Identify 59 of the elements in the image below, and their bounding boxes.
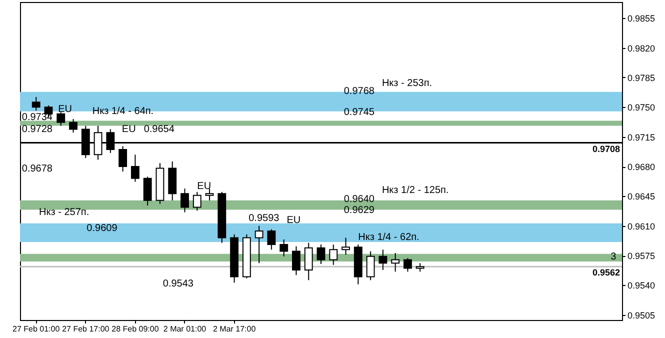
annotation: 0.9728 bbox=[22, 124, 53, 135]
y-tick-label: 0.9680 bbox=[628, 162, 656, 172]
candlestick bbox=[56, 112, 66, 126]
ref-line-label: 0.9708 bbox=[592, 144, 620, 154]
candlestick bbox=[403, 258, 412, 272]
candlestick bbox=[118, 146, 128, 172]
candlestick bbox=[143, 176, 152, 206]
candlestick bbox=[32, 96, 40, 112]
annotation: 0.9654 bbox=[144, 124, 175, 135]
candlestick bbox=[304, 242, 313, 281]
annotation: Нкз 1/4 - 62п. bbox=[358, 232, 420, 243]
x-tick-label: 2 Mar 17:00 bbox=[212, 324, 256, 334]
y-tick-label: 0.9715 bbox=[628, 132, 656, 142]
annotation: EU bbox=[58, 104, 72, 115]
candlestick bbox=[366, 250, 375, 281]
y-tick-label: 0.9820 bbox=[628, 43, 656, 54]
candlestick bbox=[130, 154, 140, 182]
x-tick-label: 27 Feb 01:00 bbox=[12, 324, 60, 334]
y-tick-label: 0.9750 bbox=[628, 102, 656, 113]
annotation: 0.9593 bbox=[248, 212, 280, 224]
x-tick-label: 28 Feb 09:00 bbox=[112, 324, 160, 334]
candlestick bbox=[205, 188, 214, 201]
ref-line-label: 0.9562 bbox=[592, 268, 620, 278]
y-tick-label: 0.9505 bbox=[628, 310, 656, 320]
candlestick bbox=[329, 244, 338, 266]
x-tick-label: 27 Feb 17:00 bbox=[62, 324, 110, 334]
candlestick bbox=[378, 249, 388, 270]
annotation: 0.9745 bbox=[344, 106, 375, 118]
candlestick bbox=[69, 118, 78, 134]
candlestick bbox=[254, 225, 264, 264]
candlestick bbox=[280, 238, 288, 257]
annotation: 0.9640 bbox=[344, 194, 375, 206]
annotation: 3 bbox=[610, 252, 617, 263]
annotation: 0.9609 bbox=[86, 222, 118, 234]
annotation: 0.9543 bbox=[162, 278, 194, 290]
candlestick bbox=[267, 228, 276, 250]
y-tick-label: 0.9645 bbox=[628, 192, 656, 202]
candlestick bbox=[292, 246, 300, 276]
x-tick-label: 2 Mar 01:00 bbox=[163, 324, 207, 334]
annotation: EU bbox=[286, 214, 301, 226]
annotation: Нкз 1/4 - 64п. bbox=[92, 106, 154, 117]
annotation: Нкз 1/2 - 125п. bbox=[382, 185, 449, 196]
annotation: 0.9629 bbox=[344, 205, 375, 216]
annotation: EU bbox=[197, 180, 212, 192]
candlestick bbox=[192, 191, 202, 212]
annotation: Нкз - 253п. bbox=[382, 78, 432, 90]
y-tick-label: 0.9785 bbox=[628, 72, 656, 83]
y-tick-label: 0.9575 bbox=[628, 251, 656, 262]
candlestick bbox=[391, 252, 400, 272]
annotation: EU bbox=[122, 124, 136, 135]
annotation: 0.9678 bbox=[22, 163, 53, 174]
y-tick-label: 0.9610 bbox=[628, 221, 656, 232]
y-tick-label: 0.9855 bbox=[628, 14, 656, 24]
candlestick bbox=[342, 237, 350, 256]
y-tick-label: 0.9540 bbox=[628, 280, 656, 291]
annotation: Нкз - 257п. bbox=[39, 207, 90, 218]
candlestick bbox=[316, 244, 326, 265]
candlestick bbox=[180, 188, 189, 213]
annotation: 0.9768 bbox=[344, 86, 375, 98]
